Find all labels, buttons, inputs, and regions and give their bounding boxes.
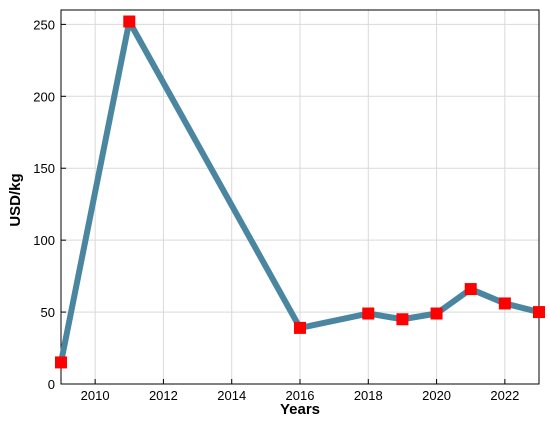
x-tick-label: 2016 xyxy=(286,388,315,403)
x-tick-label: 2014 xyxy=(217,388,246,403)
data-point xyxy=(123,15,136,28)
y-tick-label: 100 xyxy=(33,233,55,248)
data-point xyxy=(294,321,306,334)
data-point xyxy=(430,307,443,320)
x-axis-label: Years xyxy=(280,401,320,418)
y-tick-label: 0 xyxy=(48,377,55,392)
x-tick-label: 2022 xyxy=(490,388,519,403)
y-axis-label: USD/kg xyxy=(7,173,24,226)
data-point xyxy=(362,307,375,320)
y-tick-label: 250 xyxy=(33,17,55,32)
data-point xyxy=(498,297,511,310)
data-point xyxy=(55,356,67,369)
x-tick-label: 2012 xyxy=(149,388,178,403)
x-tick-label: 2018 xyxy=(354,388,383,403)
y-tick-label: 50 xyxy=(41,305,55,320)
data-point xyxy=(464,283,477,296)
plot-frame xyxy=(60,9,540,385)
data-point xyxy=(396,313,409,326)
data-point xyxy=(533,306,545,319)
y-tick-label: 150 xyxy=(33,161,55,176)
x-tick-label: 2020 xyxy=(422,388,451,403)
x-tick-label: 2010 xyxy=(81,388,110,403)
y-tick-label: 200 xyxy=(33,89,55,104)
